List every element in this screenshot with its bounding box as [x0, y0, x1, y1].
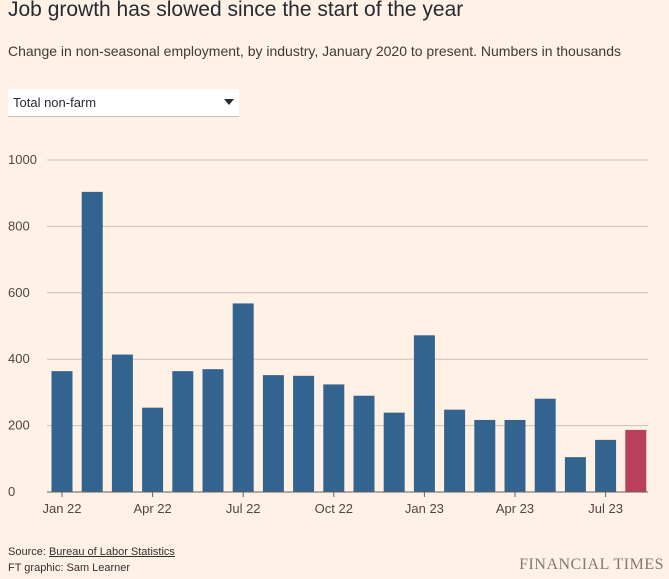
dropdown-selected-value: Total non-farm [13, 95, 97, 110]
chart-title: Job growth has slowed since the start of… [8, 0, 464, 21]
x-tick-label: Apr 23 [496, 501, 534, 516]
y-tick-label: 200 [8, 418, 30, 433]
bar [474, 419, 496, 492]
bar [625, 429, 647, 492]
bar [142, 407, 164, 492]
x-tick-label: Jan 22 [42, 501, 81, 516]
bar [413, 335, 435, 492]
bar [293, 375, 315, 492]
y-tick-label: 1000 [8, 152, 37, 167]
bar [323, 384, 345, 492]
y-tick-label: 400 [8, 351, 30, 366]
source-link[interactable]: Bureau of Labor Statistics [48, 546, 175, 558]
bar [444, 409, 466, 492]
chart-subtitle: Change in non-seasonal employment, by in… [8, 43, 621, 59]
x-tick-label: Oct 22 [315, 501, 353, 516]
graphic-credit: FT graphic: Sam Learner [8, 562, 131, 574]
bar [564, 457, 586, 492]
x-tick-label: Jul 23 [588, 501, 623, 516]
bar [51, 371, 73, 492]
chevron-down-icon[interactable] [224, 99, 234, 105]
source-line: Source: Bureau of Labor Statistics [8, 546, 175, 558]
bar [172, 371, 194, 492]
bar [534, 398, 556, 492]
bar [383, 412, 405, 492]
bar [111, 354, 133, 492]
y-tick-label: 600 [8, 285, 30, 300]
x-tick-label: Jan 23 [405, 501, 444, 516]
bar [504, 419, 526, 492]
bar [353, 395, 375, 492]
bar [202, 369, 224, 492]
y-tick-label: 0 [8, 484, 15, 499]
x-tick-label: Apr 22 [133, 501, 171, 516]
x-tick-label: Jul 22 [226, 501, 261, 516]
bar [232, 303, 254, 492]
bar [262, 375, 284, 492]
industry-dropdown[interactable]: Total non-farm [8, 89, 239, 117]
bar [595, 439, 617, 492]
source-prefix: Source: [8, 546, 49, 558]
bar [81, 191, 103, 492]
y-tick-label: 800 [8, 218, 30, 233]
bar-chart: 0 200 400 600 800 1000 Jan 22 Apr 22 Jul 22 Oct 2… [8, 152, 648, 516]
ft-logo: FINANCIAL TIMES [519, 556, 664, 573]
